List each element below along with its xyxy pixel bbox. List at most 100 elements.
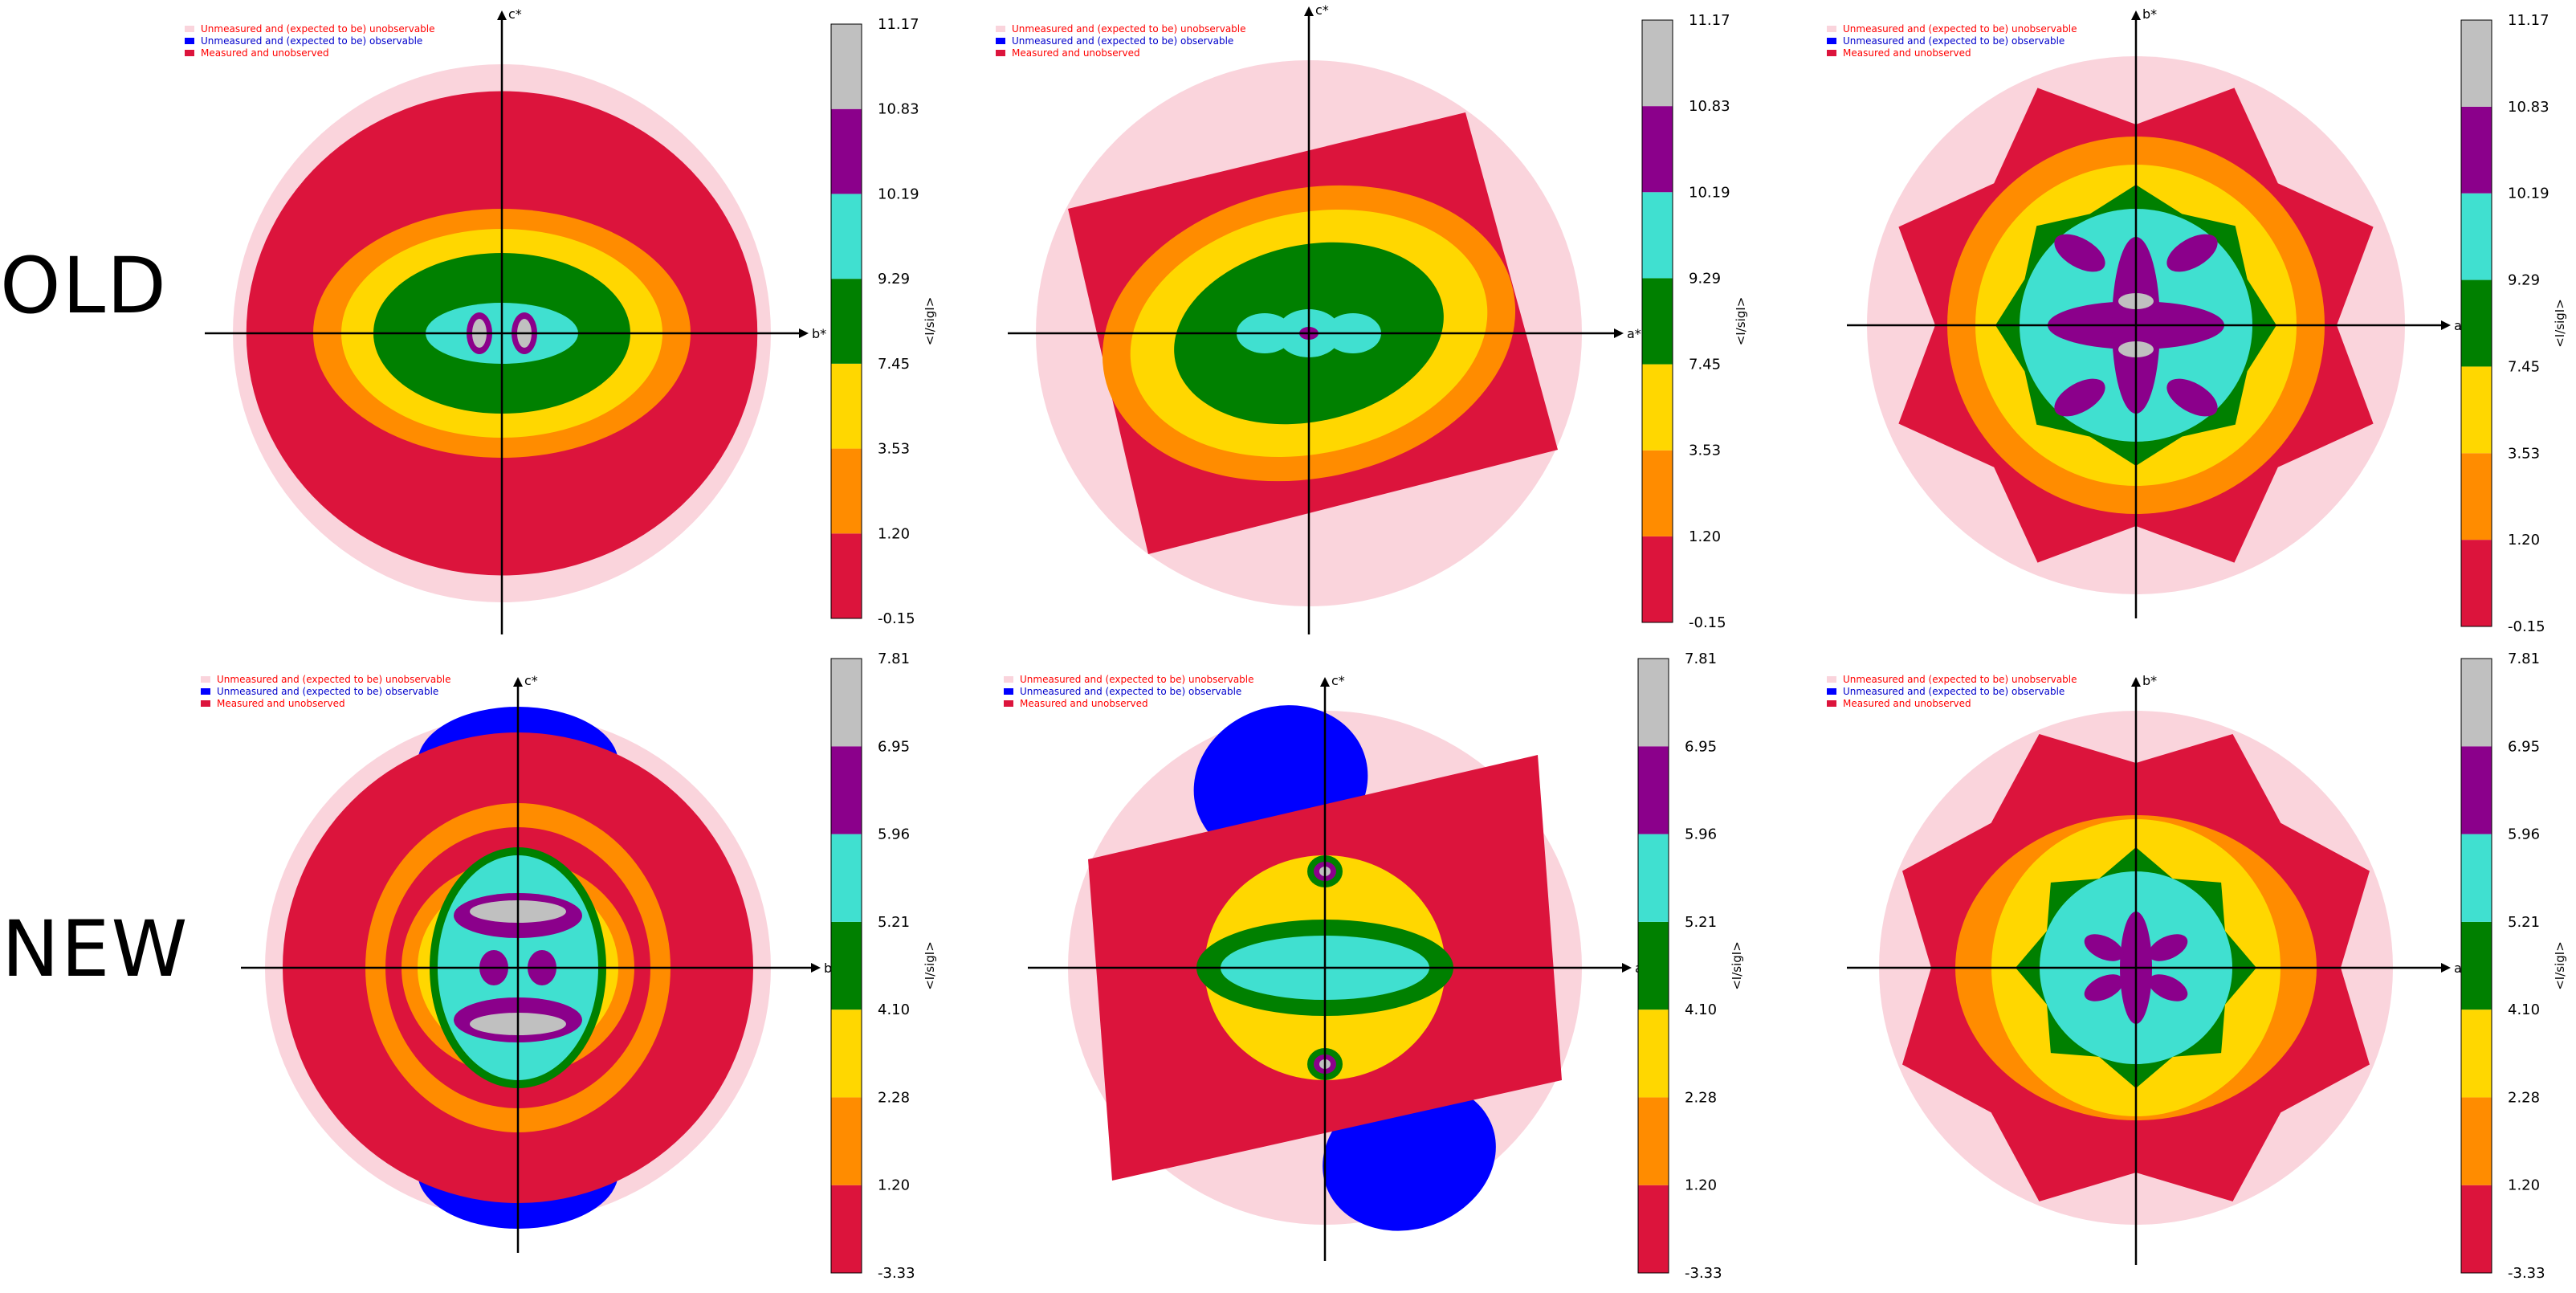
colorbar-segment xyxy=(1638,921,1669,1010)
colorbar-tick-label: 10.19 xyxy=(878,186,919,202)
colorbar-tick-label: -3.33 xyxy=(2508,1265,2545,1282)
legend-label: Unmeasured and (expected to be) unobserv… xyxy=(217,674,451,685)
colorbar-segment xyxy=(2461,746,2492,834)
colorbar-tick-label: 3.53 xyxy=(1689,443,1721,459)
colorbar-frame xyxy=(2460,658,2492,1274)
legend-label: Measured and unobserved xyxy=(201,47,329,59)
colorbar-tick-label: 10.83 xyxy=(1689,98,1730,115)
colorbar-tick-label: 7.45 xyxy=(1689,357,1721,373)
legend: Unmeasured and (expected to be) unobserv… xyxy=(185,23,435,59)
legend-label: Unmeasured and (expected to be) unobserv… xyxy=(201,23,435,35)
legend-swatch xyxy=(996,50,1005,56)
v-axis-label: b* xyxy=(2142,673,2157,688)
colorbar-segment xyxy=(2461,453,2492,540)
colorbar: -3.33 1.20 2.28 4.10 5.21 5.96 6.95 7.81 <I/sigI… xyxy=(830,651,937,1282)
colorbar-frame xyxy=(830,23,862,619)
v-axis-arrow xyxy=(497,10,507,20)
h-axis-arrow xyxy=(799,328,809,338)
colorbar-frame xyxy=(2460,19,2492,627)
legend-label: Unmeasured and (expected to be) unobserv… xyxy=(1020,674,1254,685)
colorbar-segment xyxy=(2461,1010,2492,1098)
colorbar-segment xyxy=(1638,1185,1669,1273)
colorbar-tick-label: 1.20 xyxy=(2508,1177,2540,1194)
colorbar-segment xyxy=(831,746,862,834)
legend-swatch xyxy=(1827,26,1836,32)
colorbar-segment xyxy=(1642,192,1673,279)
v-axis-label: b* xyxy=(2142,6,2157,22)
v-axis-label: c* xyxy=(524,673,538,688)
v-axis-arrow xyxy=(513,677,523,687)
bin-5-region xyxy=(2148,934,2188,961)
heatmap-panel-1: b* c* Unmeasured and (expected to be) unob… xyxy=(185,6,937,634)
v-axis-label: c* xyxy=(508,6,522,22)
colorbar-tick-label: 11.17 xyxy=(878,16,919,33)
legend-label: Unmeasured and (expected to be) unobserv… xyxy=(1843,23,2077,35)
colorbar-tick-label: 5.21 xyxy=(1685,914,1717,931)
colorbar-segment xyxy=(2461,106,2492,194)
colorbar-tick-label: -3.33 xyxy=(878,1265,915,1282)
colorbar-title: <I/sigI> xyxy=(2553,941,2567,990)
colorbar-frame xyxy=(830,658,862,1274)
heatmap-panel-5: a*c*Unmeasured and (expected to be) unob… xyxy=(1004,651,1744,1282)
heatmap-panel-2: a* c* Unmeasured and (expected to be) unob… xyxy=(996,2,1748,634)
legend-swatch xyxy=(201,700,210,707)
v-axis-arrow xyxy=(1320,677,1330,687)
legend-label: Unmeasured and (expected to be) unobserv… xyxy=(1012,23,1246,35)
bin-5-region xyxy=(2084,934,2124,961)
colorbar-tick-label: 6.95 xyxy=(2508,738,2540,755)
legend: Unmeasured and (expected to be) unobserv… xyxy=(1004,674,1254,709)
colorbar-segment xyxy=(1642,364,1673,451)
colorbar-tick-label: 7.81 xyxy=(2508,651,2540,667)
legend: Unmeasured and (expected to be) unobserv… xyxy=(996,23,1246,59)
legend-label: Measured and unobserved xyxy=(1012,47,1140,59)
h-axis-label: b* xyxy=(812,326,826,341)
colorbar-segment xyxy=(831,834,862,922)
colorbar-tick-label: 11.17 xyxy=(2508,12,2550,29)
bin-5-region xyxy=(2054,378,2105,417)
legend-swatch xyxy=(1827,38,1836,44)
legend-label: Unmeasured and (expected to be) observab… xyxy=(1020,686,1241,697)
colorbar-segment xyxy=(1642,450,1673,536)
colorbar-segment xyxy=(2461,921,2492,1010)
colorbar-segment xyxy=(831,363,862,449)
colorbar-tick-label: 1.20 xyxy=(878,525,910,542)
legend-label: Unmeasured and (expected to be) observab… xyxy=(1843,686,2064,697)
colorbar-segment xyxy=(2461,540,2492,626)
colorbar-segment xyxy=(831,108,862,194)
colorbar-tick-label: 11.17 xyxy=(1689,12,1730,29)
legend-swatch xyxy=(1827,700,1836,707)
legend-swatch xyxy=(996,26,1005,32)
heatmap-panel-3: a*b*Unmeasured and (expected to be) unob… xyxy=(1827,6,2567,635)
colorbar: -3.33 1.20 2.28 4.10 5.21 5.96 6.95 7.81 <I/sigI… xyxy=(1637,651,1744,1282)
colorbar-tick-label: -0.15 xyxy=(2508,618,2545,635)
colorbar-tick-label: 4.10 xyxy=(878,1001,910,1018)
colorbar: -0.15 1.20 3.53 7.45 9.29 10.19 10.83 11.17 <I/s… xyxy=(1641,12,1748,631)
v-axis-label: c* xyxy=(1315,2,1329,18)
colorbar-frame xyxy=(1641,19,1673,623)
h-axis-label: a* xyxy=(1627,326,1641,341)
colorbar-tick-label: 10.19 xyxy=(2508,186,2550,202)
legend-label: Unmeasured and (expected to be) observab… xyxy=(217,686,438,697)
row-label-new: NEW xyxy=(2,904,190,994)
colorbar-tick-label: 5.96 xyxy=(878,826,910,843)
bin-5-region xyxy=(2054,234,2105,272)
h-axis-arrow xyxy=(2441,963,2451,973)
legend-swatch xyxy=(1827,50,1836,56)
legend-swatch xyxy=(1004,676,1013,683)
colorbar-title: <I/sigI> xyxy=(2553,299,2567,348)
legend-swatch xyxy=(185,38,194,44)
legend-swatch xyxy=(1827,676,1836,683)
colorbar-title: <I/sigI> xyxy=(923,297,937,346)
colorbar-tick-label: 5.96 xyxy=(1685,826,1717,843)
v-axis-label: c* xyxy=(1331,673,1345,688)
legend-swatch xyxy=(1004,688,1013,695)
colorbar-segment xyxy=(1642,20,1673,107)
heatmap-body xyxy=(1867,56,2405,594)
legend-label: Measured and unobserved xyxy=(1020,698,1148,709)
h-axis-arrow xyxy=(1622,963,1632,973)
colorbar: -3.33 1.20 2.28 4.10 5.21 5.96 6.95 7.81 <I/sigI… xyxy=(2460,651,2567,1282)
legend-label: Unmeasured and (expected to be) observab… xyxy=(1012,35,1233,47)
colorbar: -0.15 1.20 3.53 7.45 9.29 10.19 10.83 11.17 <I/s… xyxy=(830,16,937,627)
colorbar-tick-label: 1.20 xyxy=(2508,532,2540,549)
legend-swatch xyxy=(185,26,194,32)
